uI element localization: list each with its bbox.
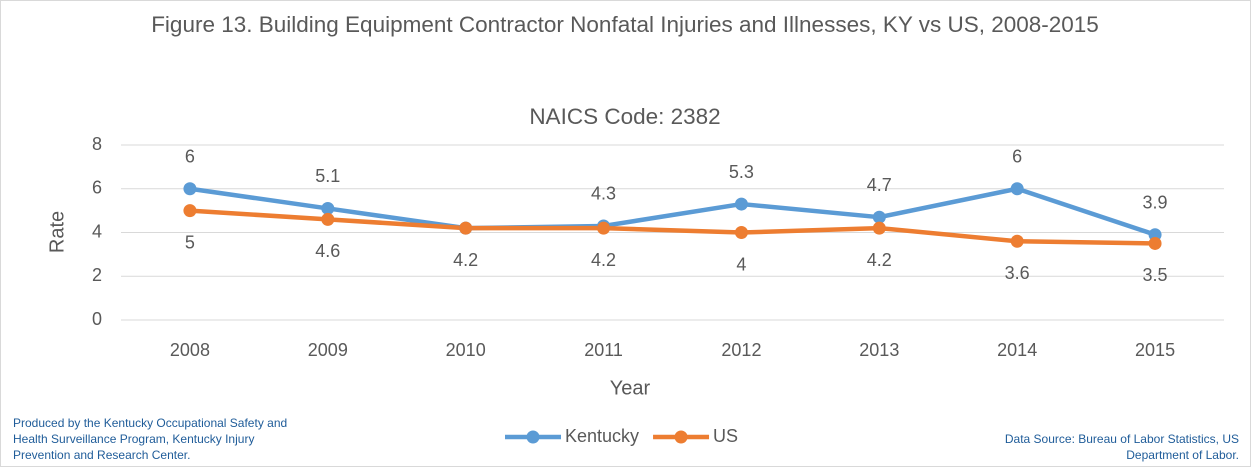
data-point — [1010, 182, 1024, 196]
data-point — [734, 226, 748, 239]
data-point — [872, 210, 886, 224]
data-point — [1010, 234, 1024, 248]
x-tick-label: 2008 — [170, 340, 210, 360]
data-point — [597, 221, 611, 235]
data-label: 5 — [185, 232, 195, 252]
data-point — [183, 204, 197, 218]
x-tick-label: 2012 — [721, 340, 761, 360]
series-line — [189, 186, 1156, 237]
data-label: 4.2 — [867, 250, 892, 270]
data-point — [459, 221, 473, 235]
x-axis-label: Year — [610, 377, 651, 399]
series-line — [189, 208, 1156, 246]
data-label: 5.1 — [315, 166, 340, 186]
x-tick-label: 2015 — [1135, 340, 1175, 360]
x-tick-label: 2010 — [446, 340, 486, 360]
x-tick-label: 2011 — [584, 340, 623, 360]
data-point — [734, 197, 748, 211]
data-label: 3.6 — [1005, 263, 1030, 283]
legend-swatch — [674, 430, 688, 444]
data-label: 4.7 — [867, 175, 892, 195]
data-label: 4.6 — [315, 241, 340, 261]
data-label: 6 — [1012, 147, 1022, 167]
source-note: Produced by the Kentucky Occupational Sa… — [13, 416, 288, 462]
x-tick-label: 2009 — [308, 340, 348, 360]
chart-subtitle: NAICS Code: 2382 — [529, 104, 721, 129]
y-tick-label: 8 — [92, 134, 102, 154]
y-tick-label: 2 — [92, 265, 102, 285]
data-point — [872, 221, 886, 235]
x-tick-label: 2014 — [997, 340, 1037, 360]
y-tick-label: 6 — [92, 178, 102, 198]
legend-label: US — [713, 426, 738, 446]
legend-label: Kentucky — [565, 426, 639, 446]
chart-title: Figure 13. Building Equipment Contractor… — [151, 12, 1099, 37]
y-tick-label: 4 — [92, 221, 102, 241]
data-label: 4.2 — [453, 250, 478, 270]
data-label: 4 — [736, 254, 746, 274]
data-point — [183, 182, 197, 196]
y-tick-label: 0 — [92, 309, 102, 329]
x-tick-label: 2013 — [859, 340, 899, 360]
data-label: 4.3 — [591, 184, 616, 204]
data-label: 3.9 — [1143, 192, 1168, 212]
data-point — [321, 201, 335, 215]
data-label: 3.5 — [1143, 265, 1168, 285]
data-point — [1148, 236, 1162, 250]
y-axis-label: Rate — [46, 211, 68, 253]
data-label: 4.2 — [591, 250, 616, 270]
data-label: 6 — [185, 147, 195, 167]
source-note: Data Source: Bureau of Labor Statistics,… — [1004, 432, 1239, 462]
legend-swatch — [526, 430, 540, 444]
data-label: 5.3 — [729, 162, 754, 182]
data-point — [321, 212, 335, 226]
